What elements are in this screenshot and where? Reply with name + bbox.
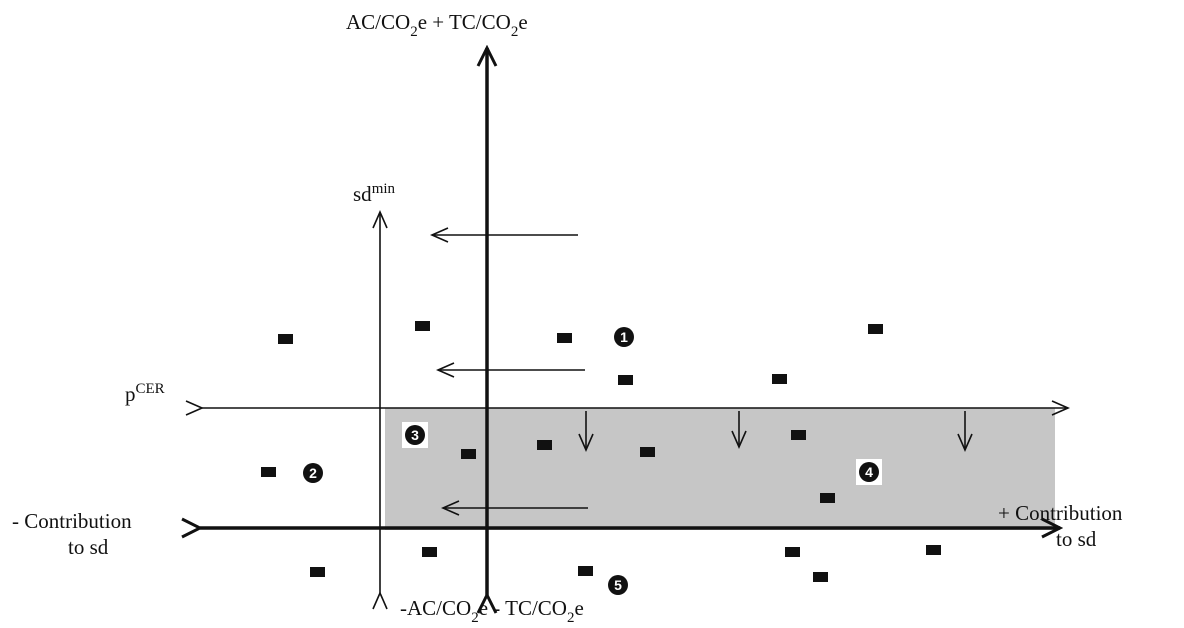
negative-contribution-line2: to sd xyxy=(68,535,109,559)
region-marker-5: 5 xyxy=(608,575,628,595)
project-point xyxy=(640,447,655,457)
positive-contribution-line1: + Contribution xyxy=(998,501,1123,525)
region-marker-3: 3 xyxy=(405,425,425,445)
project-point xyxy=(422,547,437,557)
project-point xyxy=(926,545,941,555)
project-point xyxy=(261,467,276,477)
positive-contribution-line2: to sd xyxy=(1056,527,1097,551)
project-point xyxy=(868,324,883,334)
bottom-axis-label: -AC/CO2e - TC/CO2e xyxy=(400,596,584,627)
positive-contribution-label: + Contribution to sd xyxy=(998,500,1122,552)
project-point xyxy=(310,567,325,577)
p-cer-label: pCER xyxy=(125,381,165,406)
project-point xyxy=(820,493,835,503)
region-marker-4-box: 4 xyxy=(856,459,882,485)
project-point xyxy=(278,334,293,344)
region-marker-3-box: 3 xyxy=(402,422,428,448)
project-point xyxy=(537,440,552,450)
negative-contribution-line1: - Contribution xyxy=(12,509,132,533)
region-marker-4: 4 xyxy=(859,462,879,482)
region-marker-1: 1 xyxy=(614,327,634,347)
project-point xyxy=(813,572,828,582)
top-axis-label: AC/CO2e + TC/CO2e xyxy=(346,10,528,41)
project-point xyxy=(791,430,806,440)
region-marker-2: 2 xyxy=(303,463,323,483)
project-point xyxy=(415,321,430,331)
project-point xyxy=(618,375,633,385)
project-point xyxy=(578,566,593,576)
negative-contribution-label: - Contribution to sd xyxy=(12,508,132,560)
project-points xyxy=(261,321,941,582)
project-point xyxy=(461,449,476,459)
project-point xyxy=(785,547,800,557)
sd-min-label: sdmin xyxy=(353,181,396,206)
project-point xyxy=(772,374,787,384)
project-point xyxy=(557,333,572,343)
